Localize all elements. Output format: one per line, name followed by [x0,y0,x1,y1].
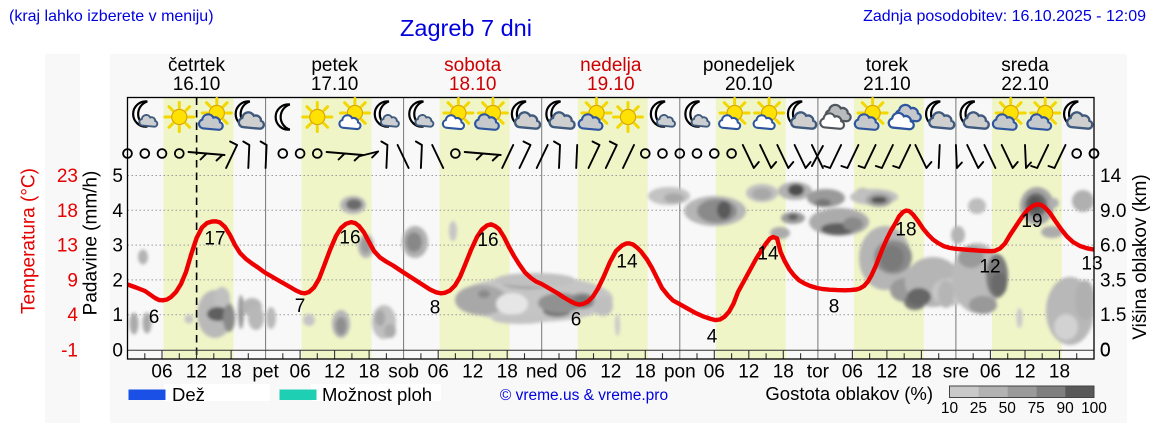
svg-text:12: 12 [876,362,897,383]
svg-text:16: 16 [477,230,498,251]
svg-text:Možnost ploh: Možnost ploh [322,384,432,405]
svg-text:14: 14 [757,244,779,265]
svg-text:4: 4 [112,201,123,222]
svg-text:12: 12 [738,362,759,383]
svg-text:© vreme.us & vreme.pro: © vreme.us & vreme.pro [500,387,668,404]
svg-text:sob: sob [388,362,419,383]
svg-text:Temperatura (°C): Temperatura (°C) [19,168,40,314]
svg-text:sobota: sobota [444,55,501,76]
svg-text:18: 18 [497,362,518,383]
svg-text:5: 5 [112,166,123,187]
svg-text:Padavine (mm/h): Padavine (mm/h) [81,171,102,316]
svg-text:Zadnja posodobitev: 16.10.2025: Zadnja posodobitev: 16.10.2025 - 12:09 [863,8,1146,25]
svg-text:90: 90 [1056,400,1074,417]
svg-text:17.10: 17.10 [311,74,359,95]
svg-text:3: 3 [112,236,123,257]
svg-text:1: 1 [112,305,123,326]
svg-text:6: 6 [149,307,160,328]
svg-text:nedelja: nedelja [580,55,642,76]
svg-text:12: 12 [324,362,345,383]
svg-text:06: 06 [980,362,1001,383]
svg-text:19: 19 [1021,211,1042,232]
svg-text:6: 6 [571,310,582,331]
svg-text:1.5: 1.5 [1100,305,1126,326]
svg-text:13: 13 [1081,254,1102,275]
svg-text:Zagreb 7 dni: Zagreb 7 dni [400,15,532,41]
svg-text:9.0: 9.0 [1100,201,1126,222]
svg-text:19.10: 19.10 [587,74,635,95]
svg-text:0: 0 [112,341,123,362]
svg-text:(kraj lahko izberete v meniju): (kraj lahko izberete v meniju) [9,8,214,25]
svg-text:18: 18 [57,201,78,222]
svg-text:06: 06 [842,362,863,383]
svg-text:06: 06 [428,362,449,383]
svg-text:06: 06 [290,362,311,383]
svg-text:14: 14 [1100,166,1122,187]
svg-text:12: 12 [979,257,1000,278]
svg-text:sre: sre [943,362,969,383]
svg-text:2: 2 [112,270,123,291]
svg-text:75: 75 [1028,400,1045,417]
svg-text:06: 06 [566,362,587,383]
svg-text:pet: pet [252,362,279,383]
svg-text:25: 25 [970,400,987,417]
svg-text:18: 18 [895,220,916,241]
svg-text:100: 100 [1081,400,1107,417]
svg-text:4: 4 [707,327,718,348]
svg-text:50: 50 [999,400,1017,417]
svg-text:4: 4 [67,305,78,326]
svg-text:23: 23 [57,166,78,187]
svg-text:20.10: 20.10 [725,74,773,95]
svg-text:Dež: Dež [172,384,205,405]
svg-text:12: 12 [1014,362,1035,383]
svg-text:ponedeljek: ponedeljek [703,55,795,76]
svg-text:16: 16 [339,228,360,249]
svg-text:7: 7 [295,296,306,317]
svg-text:18: 18 [635,362,656,383]
svg-text:18: 18 [221,362,242,383]
svg-text:6.0: 6.0 [1100,236,1126,257]
svg-text:Višina oblakov (km): Višina oblakov (km) [1130,174,1151,339]
svg-text:22.10: 22.10 [1001,74,1049,95]
svg-text:18: 18 [773,362,794,383]
svg-text:9: 9 [67,270,78,291]
svg-text:8: 8 [829,297,840,318]
svg-text:pon: pon [664,362,696,383]
svg-text:Gostota oblakov (%): Gostota oblakov (%) [765,383,933,404]
svg-text:14: 14 [616,252,638,273]
svg-text:18: 18 [911,362,932,383]
svg-text:12: 12 [600,362,621,383]
svg-text:četrtek: četrtek [168,55,226,76]
svg-text:0: 0 [1100,341,1111,362]
svg-text:10: 10 [941,400,959,417]
svg-text:13: 13 [57,236,78,257]
svg-text:petek: petek [311,55,358,76]
svg-text:12: 12 [186,362,207,383]
svg-text:tor: tor [807,362,830,383]
svg-text:18.10: 18.10 [449,74,497,95]
svg-text:torek: torek [866,55,909,76]
svg-text:16.10: 16.10 [173,74,221,95]
svg-text:06: 06 [151,362,172,383]
svg-text:sreda: sreda [1001,55,1049,76]
svg-text:3.5: 3.5 [1100,270,1126,291]
svg-text:21.10: 21.10 [863,74,911,95]
svg-text:-1: -1 [61,341,78,362]
svg-text:ned: ned [526,362,558,383]
svg-text:12: 12 [462,362,483,383]
svg-text:8: 8 [430,298,441,319]
svg-text:17: 17 [204,229,225,250]
svg-text:06: 06 [704,362,725,383]
svg-text:18: 18 [359,362,380,383]
svg-text:18: 18 [1049,362,1070,383]
svg-text:0: 0 [1100,340,1111,361]
